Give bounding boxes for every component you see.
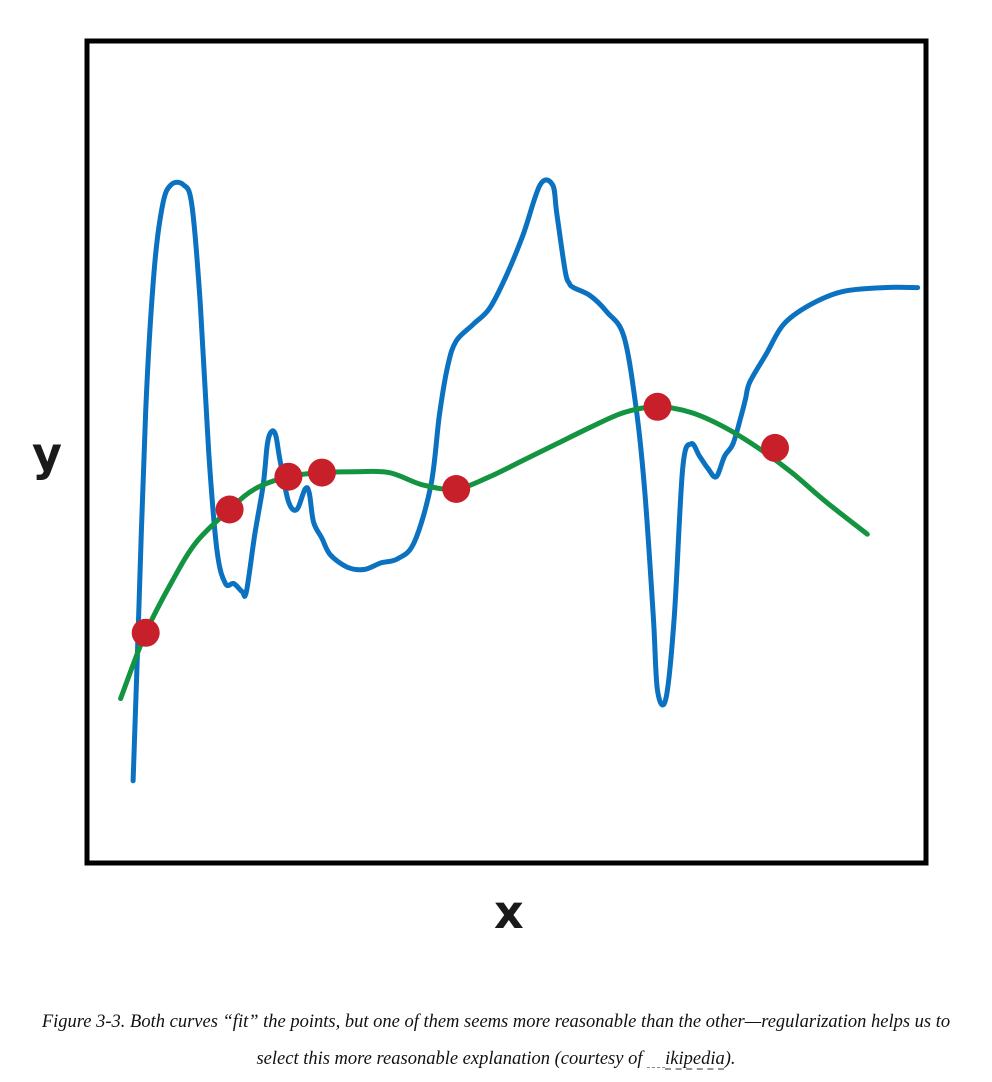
data-point — [274, 462, 303, 491]
caption-end: ). — [724, 1049, 736, 1069]
x-axis-label: x — [494, 885, 524, 939]
data-point — [307, 458, 336, 487]
figure-caption: Figure 3-3. Both curves “fit” the points… — [20, 1004, 972, 1078]
data-point — [442, 475, 471, 503]
overfit-curve — [130, 177, 921, 784]
wikipedia-link[interactable]: ikipedia — [665, 1049, 725, 1069]
link-gap — [647, 1066, 666, 1068]
chart: y x — [32, 38, 929, 939]
data-point — [761, 433, 789, 462]
chart-frame — [84, 38, 929, 866]
caption-text: Figure 3-3. Both curves “fit” the points… — [41, 1012, 951, 1069]
data-point — [643, 392, 672, 421]
y-axis-label: y — [32, 427, 62, 481]
data-point — [131, 618, 160, 647]
data-point — [215, 495, 244, 524]
points-layer — [131, 392, 789, 647]
